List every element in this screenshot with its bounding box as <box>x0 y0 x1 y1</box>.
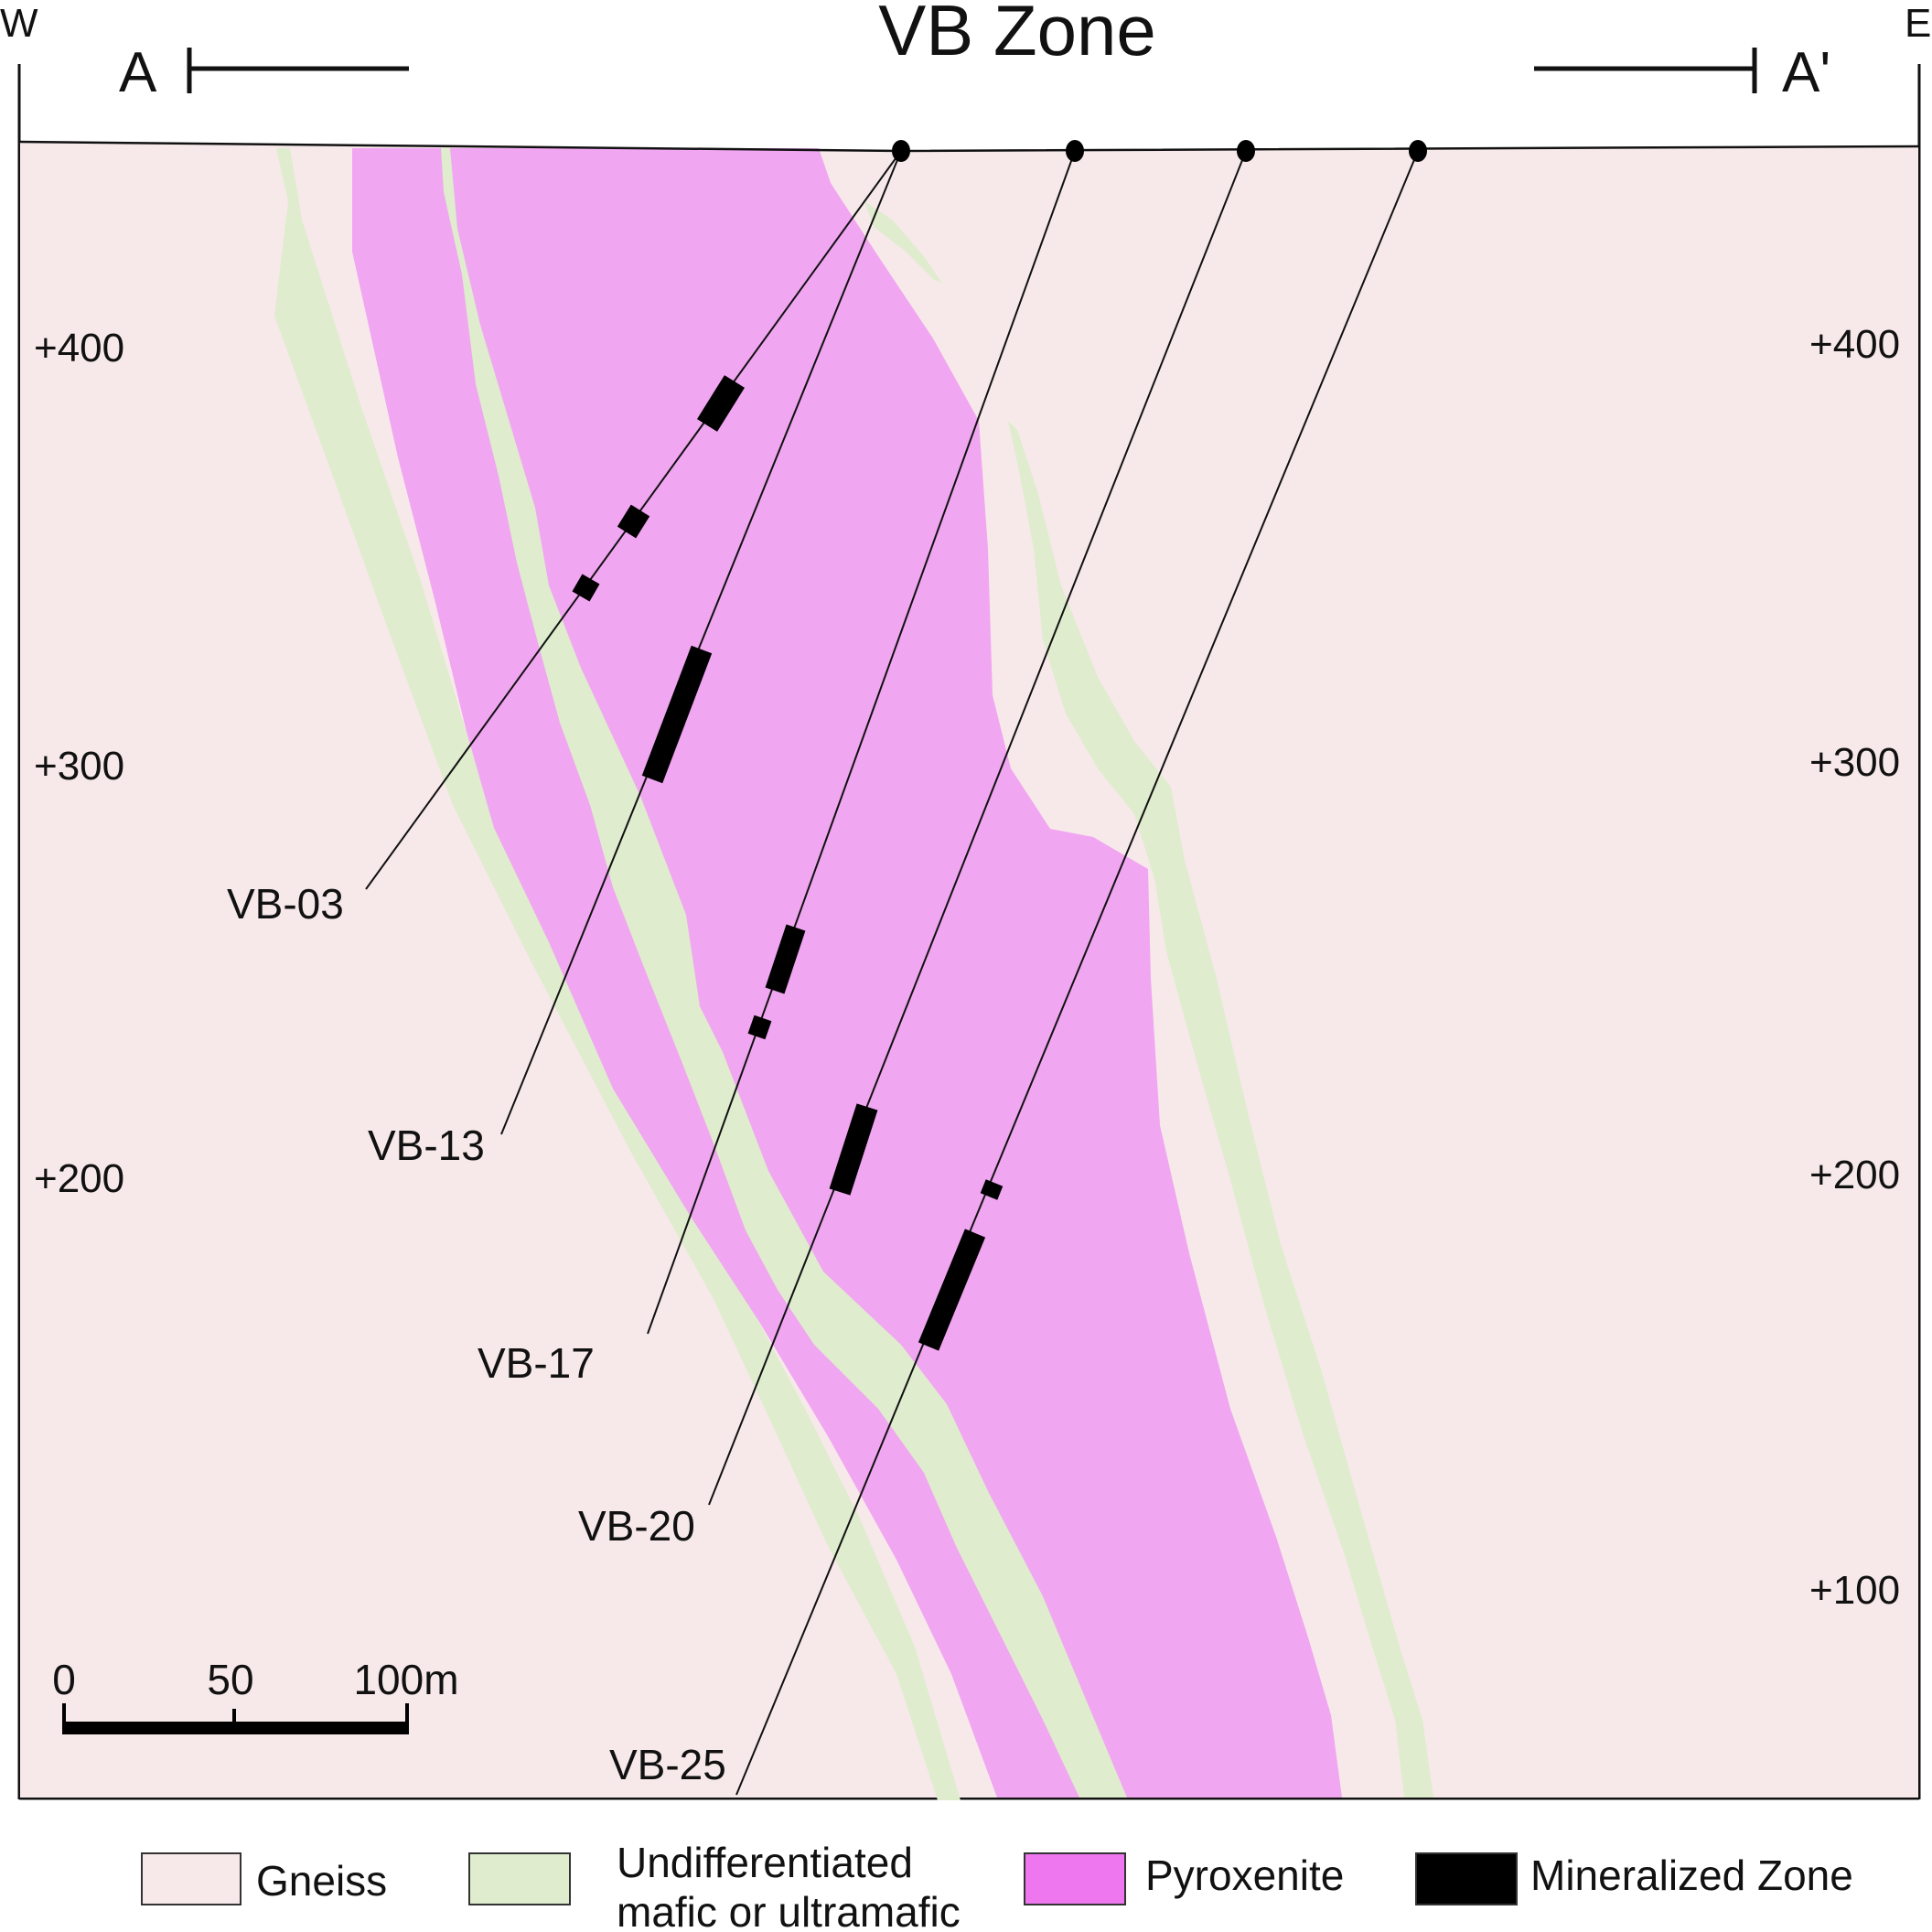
drill-hole-traces <box>365 150 1419 1796</box>
drill-hole-label-vb-17: VB-17 <box>478 1339 595 1387</box>
drill-trace-vb-17 <box>647 150 1076 1335</box>
section-line-markers <box>187 48 1757 93</box>
elevation-label-right: +400 <box>1809 322 1900 367</box>
scale-label: 0 <box>52 1656 76 1703</box>
drill-hole-label-vb-13: VB-13 <box>368 1122 485 1169</box>
section-frame <box>17 64 1921 1800</box>
mineralized-zone <box>572 574 600 602</box>
section-start-label: A <box>119 41 157 104</box>
scale-label: 100m <box>353 1656 458 1703</box>
west-label: W <box>0 1 38 46</box>
legend-swatch-gneiss <box>141 1852 242 1905</box>
east-label: E <box>1905 1 1931 46</box>
legend-label-gneiss: Gneiss <box>256 1857 387 1905</box>
mafic-sliver-top <box>864 201 942 284</box>
drill-trace-vb-25 <box>735 150 1419 1796</box>
legend <box>141 1852 1518 1905</box>
legend-label-mafic: Undifferentiated <box>617 1839 913 1886</box>
scale-label: 50 <box>207 1656 253 1703</box>
mineralized-zone <box>617 504 650 539</box>
drill-hole-label-vb-25: VB-25 <box>609 1741 726 1788</box>
mineralized-zone <box>829 1103 878 1196</box>
mafic-band-left <box>274 148 961 1800</box>
elevation-label-left: +200 <box>34 1156 124 1201</box>
collar-marker <box>1237 140 1255 162</box>
legend-label-mafic-line2: mafic or ultramafic <box>617 1888 961 1932</box>
section-end-label: A' <box>1782 41 1830 104</box>
diagram-title: VB Zone <box>878 0 1156 70</box>
legend-label-mineralized: Mineralized Zone <box>1530 1852 1853 1899</box>
legend-label-pyroxenite: Pyroxenite <box>1145 1852 1344 1899</box>
mineralized-zone <box>980 1179 1004 1200</box>
elevation-label-right: +100 <box>1809 1568 1900 1613</box>
mineralized-zone <box>696 375 746 432</box>
pyroxenite-unit <box>352 148 1342 1798</box>
elevation-label-right: +300 <box>1809 740 1900 785</box>
mineralized-zone <box>747 1014 772 1040</box>
scale-bar <box>62 1703 409 1734</box>
mafic-band-east <box>1008 421 1433 1798</box>
legend-swatch-pyroxenite <box>1024 1852 1126 1905</box>
elevation-label-left: +300 <box>34 744 124 789</box>
elevation-label-right: +200 <box>1809 1153 1900 1197</box>
drill-trace-vb-13 <box>500 150 902 1135</box>
drill-hole-label-vb-03: VB-03 <box>227 880 344 928</box>
collar-marker <box>892 140 910 162</box>
elevation-label-left: +400 <box>34 326 124 370</box>
drill-hole-label-vb-20: VB-20 <box>578 1502 695 1550</box>
mineralized-zone <box>765 924 806 994</box>
collar-marker <box>1409 140 1427 162</box>
legend-swatch-mafic <box>468 1852 571 1905</box>
drill-collars <box>892 140 1427 162</box>
mineralized-zone <box>641 645 713 784</box>
legend-swatch-mineralized <box>1415 1852 1518 1905</box>
mineralized-zone <box>918 1229 986 1351</box>
collar-marker <box>1066 140 1084 162</box>
drill-trace-vb-20 <box>708 150 1247 1506</box>
mineralized-intercepts <box>572 375 1004 1351</box>
